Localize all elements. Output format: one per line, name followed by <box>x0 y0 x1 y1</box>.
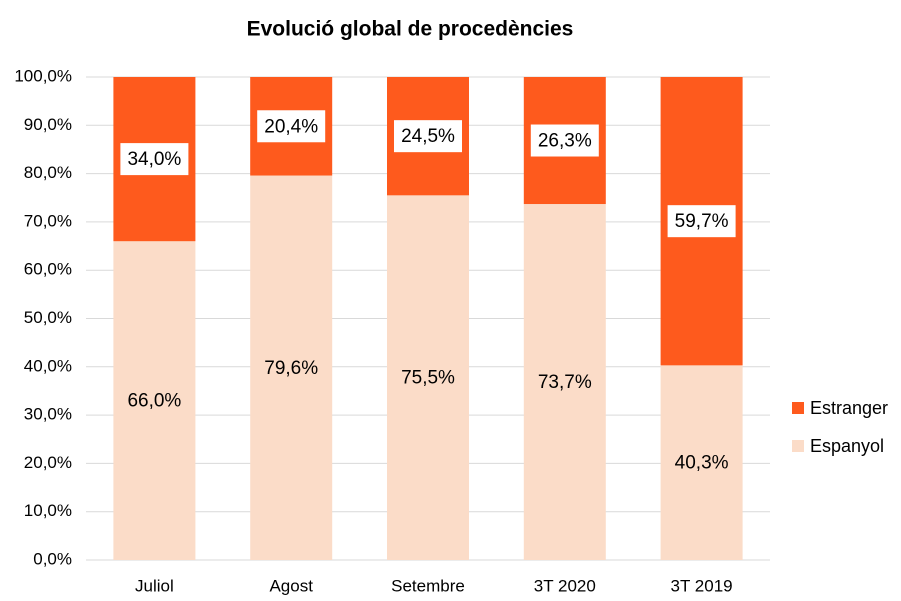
value-label: 34,0% <box>127 149 181 170</box>
value-label: 26,3% <box>538 131 592 152</box>
bar-segment <box>113 241 196 560</box>
value-label: 73,7% <box>538 372 592 393</box>
value-label-box <box>667 205 736 238</box>
y-tick-label: 60,0% <box>24 260 72 279</box>
value-label-box <box>120 143 189 176</box>
x-tick-label: Juliol <box>135 576 174 595</box>
legend-label: Espanyol <box>810 436 884 456</box>
y-tick-label: 70,0% <box>24 211 72 230</box>
chart-title: Evolució global de procedències <box>247 18 574 41</box>
bar-segment <box>660 365 743 560</box>
value-label: 75,5% <box>401 368 455 389</box>
y-tick-label: 20,0% <box>24 453 72 472</box>
value-label-box <box>257 110 326 143</box>
y-tick-label: 90,0% <box>24 115 72 134</box>
x-tick-label: Agost <box>269 576 313 595</box>
y-tick-label: 100,0% <box>14 66 72 85</box>
value-label: 66,0% <box>127 391 181 412</box>
legend-swatch <box>792 402 804 414</box>
value-label-box <box>530 124 599 157</box>
y-tick-label: 50,0% <box>24 308 72 327</box>
bar-segment <box>523 204 606 561</box>
value-label: 24,5% <box>401 126 455 147</box>
bar-segment <box>387 195 469 560</box>
value-label-box <box>394 120 462 153</box>
value-label: 40,3% <box>675 453 729 474</box>
y-tick-label: 40,0% <box>24 356 72 375</box>
y-tick-label: 80,0% <box>24 163 72 182</box>
x-tick-label: 3T 2020 <box>534 576 596 595</box>
bar-segment <box>250 175 333 561</box>
y-tick-label: 0,0% <box>33 549 72 568</box>
x-tick-label: 3T 2019 <box>671 576 733 595</box>
x-tick-label: Setembre <box>391 576 465 595</box>
legend-swatch <box>792 440 804 452</box>
y-tick-label: 10,0% <box>24 501 72 520</box>
y-tick-label: 30,0% <box>24 405 72 424</box>
value-label: 20,4% <box>264 116 318 137</box>
value-label: 79,6% <box>264 358 318 379</box>
legend-label: Estranger <box>810 398 888 418</box>
value-label: 59,7% <box>675 211 729 232</box>
